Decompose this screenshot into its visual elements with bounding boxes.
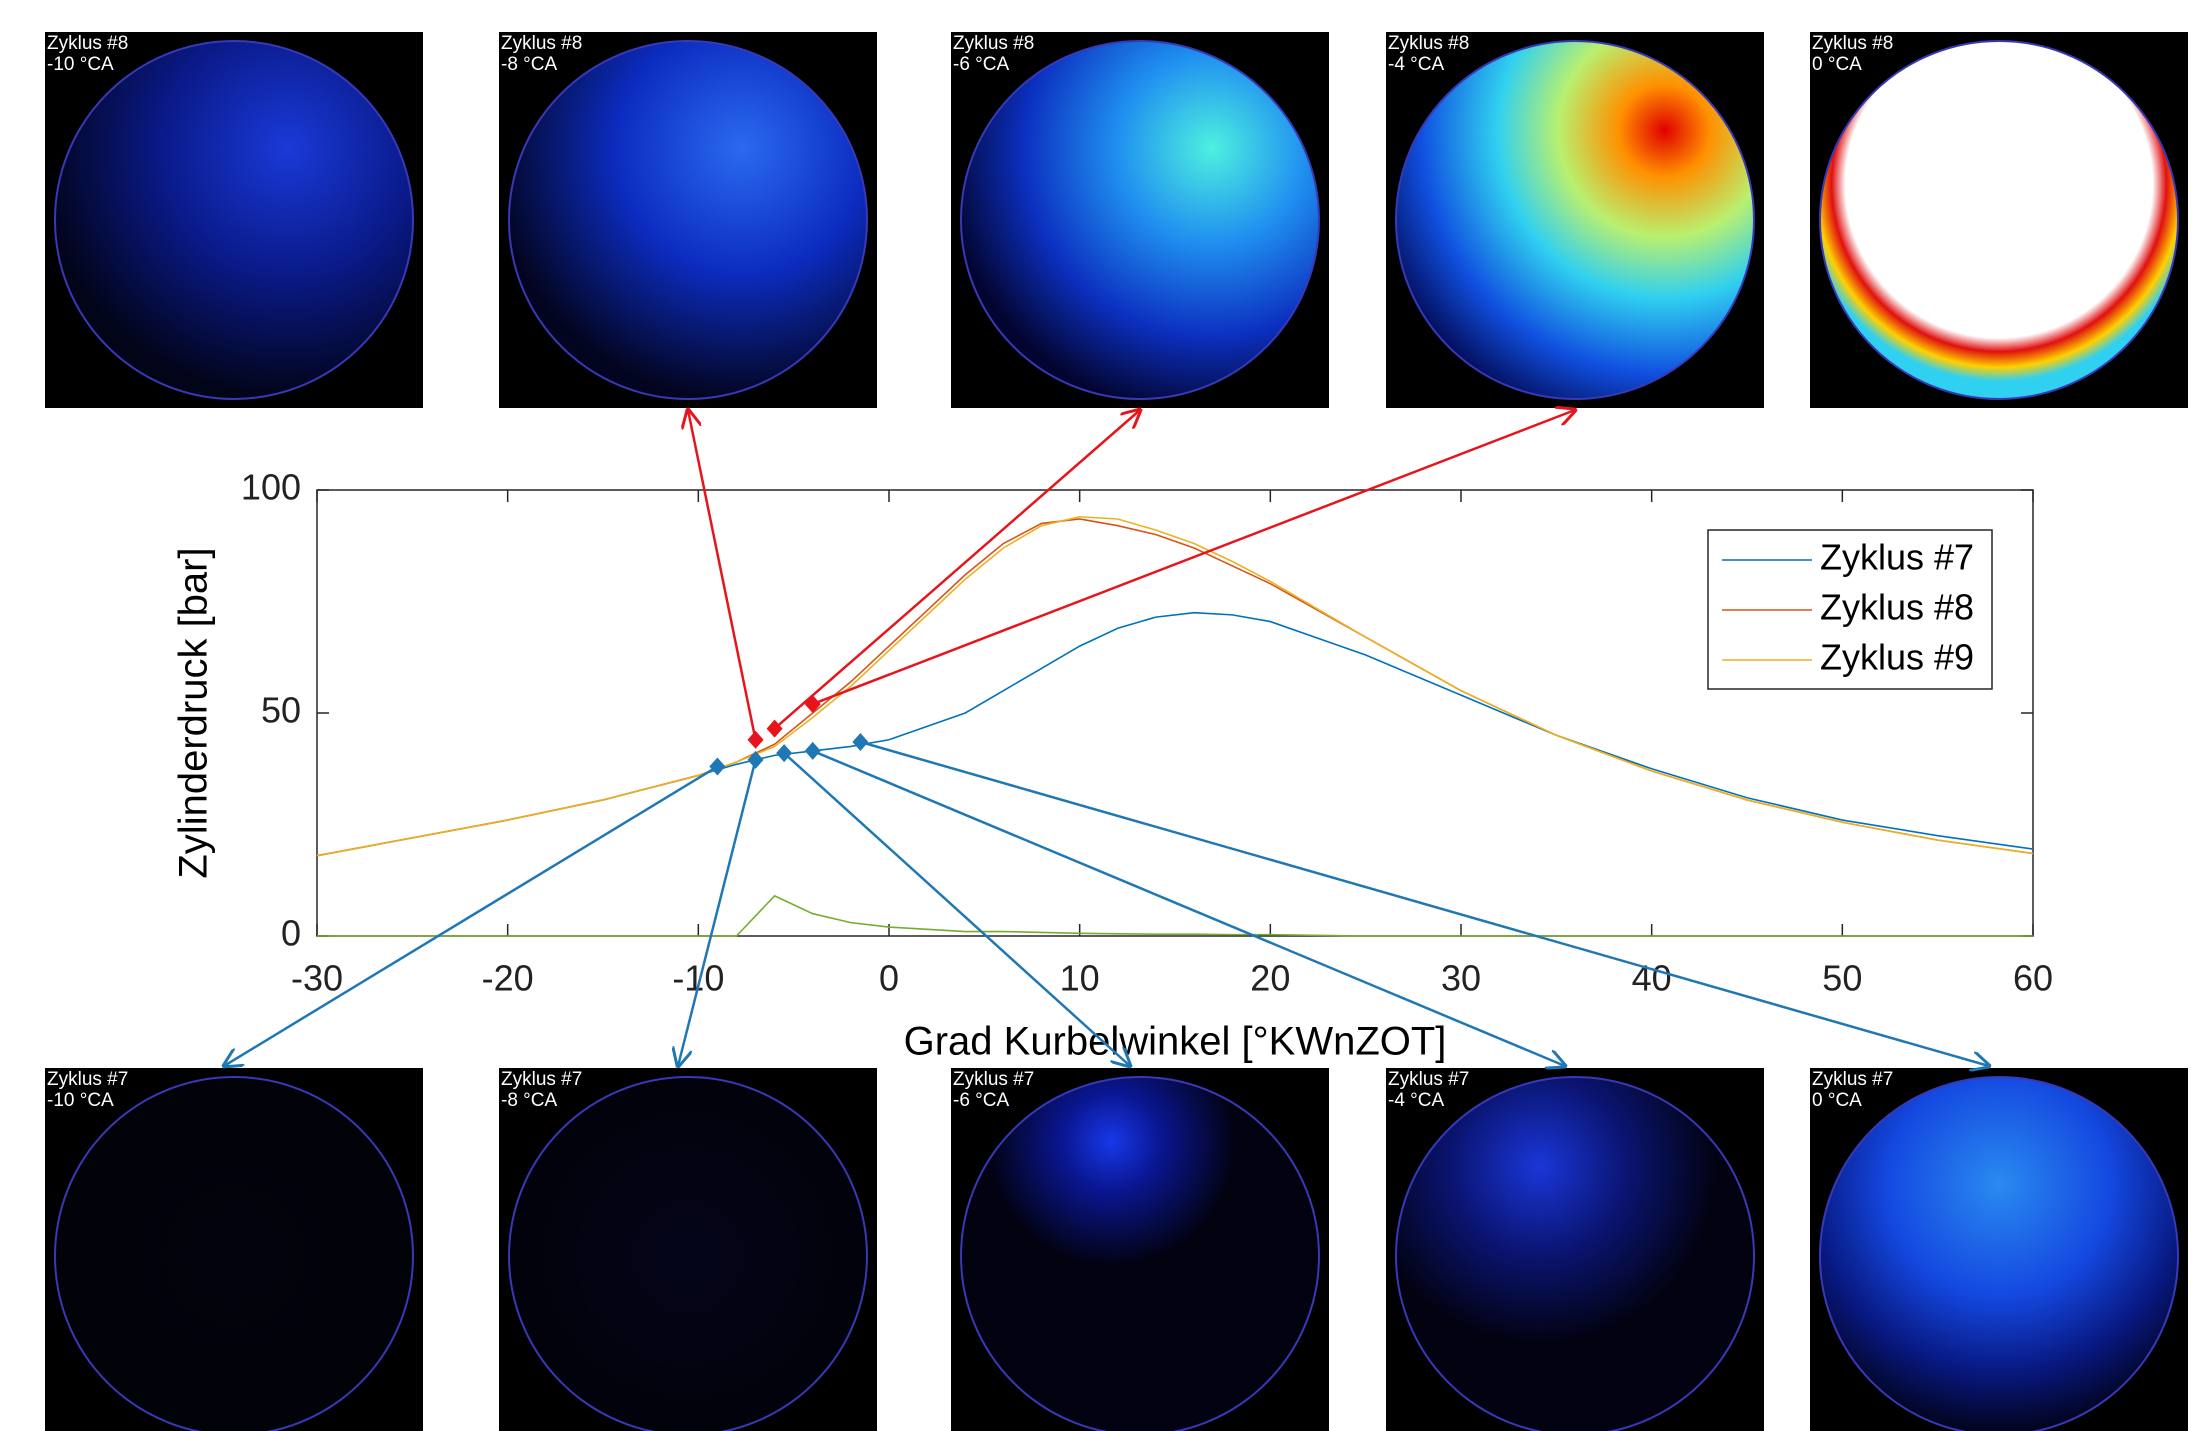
panel-cycle: Zyklus #7: [501, 1069, 582, 1090]
y-tick-label: 0: [281, 913, 301, 954]
legend-label: Zyklus #7: [1820, 537, 1974, 578]
panel-cycle: Zyklus #8: [47, 33, 128, 54]
legend-label: Zyklus #9: [1820, 637, 1974, 678]
cylinder-view: [508, 40, 868, 400]
cylinder-view: [1395, 40, 1755, 400]
x-tick-label: 40: [1632, 958, 1672, 999]
panel-angle: -8 °CA: [501, 54, 557, 75]
panel-cycle: Zyklus #8: [1812, 33, 1893, 54]
highlight-marker: [747, 730, 764, 749]
panel-angle: 0 °CA: [1812, 1090, 1862, 1111]
x-tick-label: 50: [1822, 958, 1862, 999]
y-tick-label: 50: [261, 690, 301, 731]
legend-label: Zyklus #8: [1820, 587, 1974, 628]
panel-cycle: Zyklus #8: [953, 33, 1034, 54]
panel-angle: -6 °CA: [953, 1090, 1009, 1111]
panel-cycle: Zyklus #7: [1812, 1069, 1893, 1090]
arrow: [812, 749, 1565, 1066]
arrow: [678, 759, 757, 1066]
x-tick-label: -30: [291, 958, 343, 999]
cylinder-view: [960, 40, 1320, 400]
x-tick-label: -10: [672, 958, 724, 999]
x-tick-label: 30: [1441, 958, 1481, 999]
y-axis-label: Zylinderdruck [bar]: [172, 547, 216, 878]
panel-cycle: Zyklus #8: [501, 33, 582, 54]
arrow: [783, 752, 1130, 1066]
highlight-marker: [709, 757, 726, 776]
cylinder-view: [54, 40, 414, 400]
highlight-marker: [852, 732, 869, 751]
panel-angle: -4 °CA: [1388, 54, 1444, 75]
panel-cycle: Zyklus #7: [47, 1069, 128, 1090]
arrow: [224, 765, 719, 1066]
cylinder-view: [960, 1076, 1320, 1431]
cylinder-view: [1819, 1076, 2179, 1431]
x-tick-label: 60: [2013, 958, 2053, 999]
x-tick-label: 10: [1060, 958, 1100, 999]
highlight-marker: [776, 744, 793, 763]
arrow: [860, 740, 1989, 1066]
panel-angle: -10 °CA: [47, 1090, 114, 1111]
panel-angle: -4 °CA: [1388, 1090, 1444, 1111]
cylinder-view: [1395, 1076, 1755, 1431]
panel-angle: -10 °CA: [47, 54, 114, 75]
cylinder-view: [54, 1076, 414, 1431]
highlight-marker: [804, 695, 821, 714]
panel-cycle: Zyklus #8: [1388, 33, 1469, 54]
highlight-marker: [804, 741, 821, 760]
panel-cycle: Zyklus #7: [953, 1069, 1034, 1090]
panel-angle: -6 °CA: [953, 54, 1009, 75]
x-tick-label: -20: [482, 958, 534, 999]
series-line: [317, 894, 2033, 937]
panel-angle: -8 °CA: [501, 1090, 557, 1111]
cylinder-view: [1819, 40, 2179, 400]
x-tick-label: 0: [879, 958, 899, 999]
highlight-marker: [766, 719, 783, 738]
cylinder-view: [508, 1076, 868, 1431]
x-tick-label: 20: [1250, 958, 1290, 999]
panel-cycle: Zyklus #7: [1388, 1069, 1469, 1090]
x-axis-label: Grad Kurbelwinkel [°KWnZOT]: [904, 1020, 1447, 1064]
panel-angle: 0 °CA: [1812, 54, 1862, 75]
highlight-marker: [747, 750, 764, 769]
arrow: [688, 410, 757, 741]
arrow: [812, 410, 1575, 706]
y-tick-label: 100: [241, 467, 301, 508]
arrow: [773, 410, 1140, 730]
